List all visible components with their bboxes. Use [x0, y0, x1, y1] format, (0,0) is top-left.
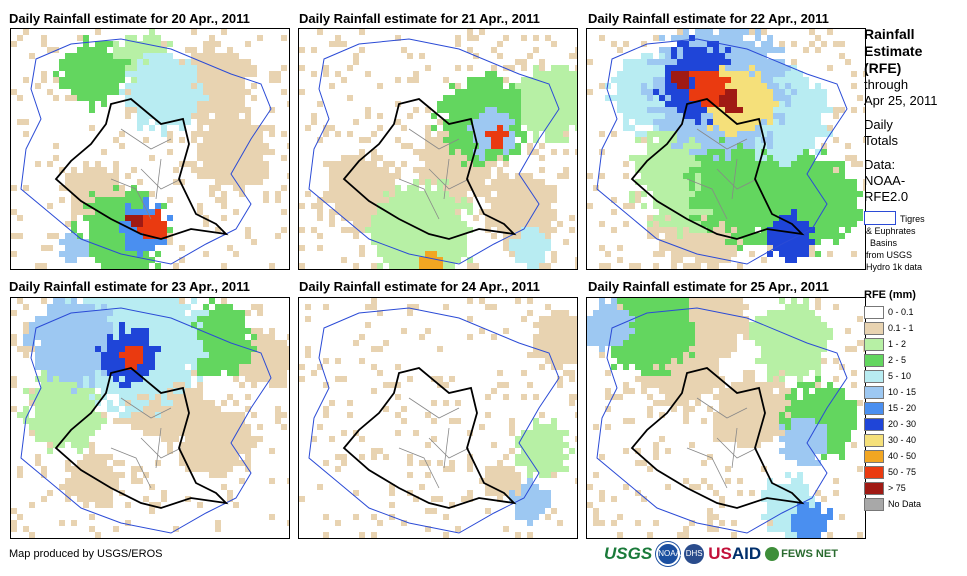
rainfall-cells [587, 29, 865, 269]
panel-title-1: Daily Rainfall estimate for 20 Apr., 201… [9, 11, 250, 26]
legend-item: > 75 [864, 481, 964, 497]
basin-label-5: Hydro 1k data [866, 262, 923, 272]
legend-label: 2 - 5 [888, 355, 907, 365]
basin-outline [20, 307, 272, 534]
basin-label-4: from USGS [866, 250, 913, 260]
legend-swatch [864, 322, 884, 335]
legend-item: 2 - 5 [864, 353, 964, 369]
basin-label-1: Tigres [900, 214, 925, 224]
legend-item: 0 - 0.1 [864, 305, 964, 321]
legend-item: 5 - 10 [864, 369, 964, 385]
legend-label: 10 - 15 [888, 387, 917, 397]
legend-label: 30 - 40 [888, 435, 917, 445]
rainfall-cells [299, 29, 577, 269]
basin-outline [596, 307, 848, 534]
legend-label: 1 - 2 [888, 339, 907, 349]
legend-label: > 75 [888, 483, 906, 493]
legend-item: 10 - 15 [864, 385, 964, 401]
legend-item: 0.1 - 1 [864, 321, 964, 337]
country-border [54, 367, 229, 509]
side-date: Apr 25, 2011 [864, 93, 938, 108]
rainfall-map-3 [586, 28, 866, 270]
legend-label: 0.1 - 1 [888, 323, 914, 333]
side-through: through [864, 77, 909, 92]
basin-legend-swatch [864, 211, 896, 225]
legend-item: 20 - 30 [864, 417, 964, 433]
dhs-seal-logo: DHS [684, 544, 705, 564]
side-panel: Rainfall Estimate (RFE) through Apr 25, … [864, 26, 964, 515]
side-totals: Totals [864, 133, 898, 148]
side-data-version: RFE2.0 [864, 189, 909, 204]
legend-item: No Data [864, 497, 964, 513]
legend-item: 40 - 50 [864, 449, 964, 465]
country-border [342, 367, 517, 509]
usgs-logo: USGS [604, 544, 653, 563]
legend-item: 1 - 2 [864, 337, 964, 353]
legend-label: 40 - 50 [888, 451, 917, 461]
side-title-3: (RFE) [864, 60, 902, 76]
rainfall-map-4 [10, 297, 290, 539]
panel-title-3: Daily Rainfall estimate for 22 Apr., 201… [588, 11, 829, 26]
basin-outline [20, 38, 272, 265]
usaid-logo: USAID [708, 544, 762, 563]
legend-swatch [864, 434, 884, 447]
rainfall-cells [11, 298, 289, 538]
side-title-2: Estimate [864, 43, 923, 59]
leaf-icon [765, 547, 780, 561]
legend-swatch [864, 482, 884, 495]
legend-swatch [864, 386, 884, 399]
rainfall-map-5 [298, 297, 578, 539]
panel-title-4: Daily Rainfall estimate for 23 Apr., 201… [9, 279, 250, 294]
legend-label: No Data [888, 499, 922, 509]
basin-label-2: & Euphrates [866, 226, 916, 236]
legend-swatch [864, 418, 884, 431]
panel-title-5: Daily Rainfall estimate for 24 Apr., 201… [299, 279, 540, 294]
rainfall-map-2 [298, 28, 578, 270]
legend-swatch [864, 466, 884, 479]
legend-swatch [864, 306, 884, 319]
legend-label: 20 - 30 [888, 419, 917, 429]
rainfall-cells [299, 298, 577, 538]
legend-item: 50 - 75 [864, 465, 964, 481]
legend-title: RFE (mm) [864, 289, 916, 301]
country-border [54, 98, 229, 240]
legend-swatch [864, 498, 884, 511]
basin-outline [596, 38, 848, 265]
country-border [630, 367, 805, 509]
basin-label-3: Basins [870, 238, 898, 248]
legend-item: 30 - 40 [864, 433, 964, 449]
country-border [630, 98, 805, 240]
panel-title-6: Daily Rainfall estimate for 25 Apr., 201… [588, 279, 829, 294]
legend-label: 15 - 20 [888, 403, 917, 413]
partner-logos: USGS NOAA DHS USAID FEWS NET [604, 541, 838, 567]
fews-net-logo: FEWS NET [765, 547, 838, 561]
basin-outline [308, 307, 560, 534]
legend-label: 5 - 10 [888, 371, 912, 381]
basin-outline [308, 38, 560, 265]
country-border [342, 98, 517, 240]
rainfall-map-1 [10, 28, 290, 270]
panel-title-2: Daily Rainfall estimate for 21 Apr., 201… [299, 11, 540, 26]
map-credit: Map produced by USGS/EROS [9, 548, 163, 560]
side-data-source: NOAA- [864, 173, 906, 188]
legend-swatch [864, 354, 884, 367]
rainfall-map-6 [586, 297, 866, 539]
legend-label: 50 - 75 [888, 467, 917, 477]
side-daily: Daily [864, 117, 893, 132]
legend-swatch [864, 370, 884, 383]
noaa-logo: NOAA [656, 542, 681, 566]
legend-item: 15 - 20 [864, 401, 964, 417]
side-data-label: Data: [864, 157, 896, 172]
rainfall-cells [587, 298, 865, 538]
legend-swatch [864, 450, 884, 463]
legend-label: 0 - 0.1 [888, 307, 914, 317]
rainfall-cells [11, 29, 289, 269]
side-title-1: Rainfall [864, 26, 915, 42]
legend-swatch [864, 402, 884, 415]
legend-swatch [864, 338, 884, 351]
